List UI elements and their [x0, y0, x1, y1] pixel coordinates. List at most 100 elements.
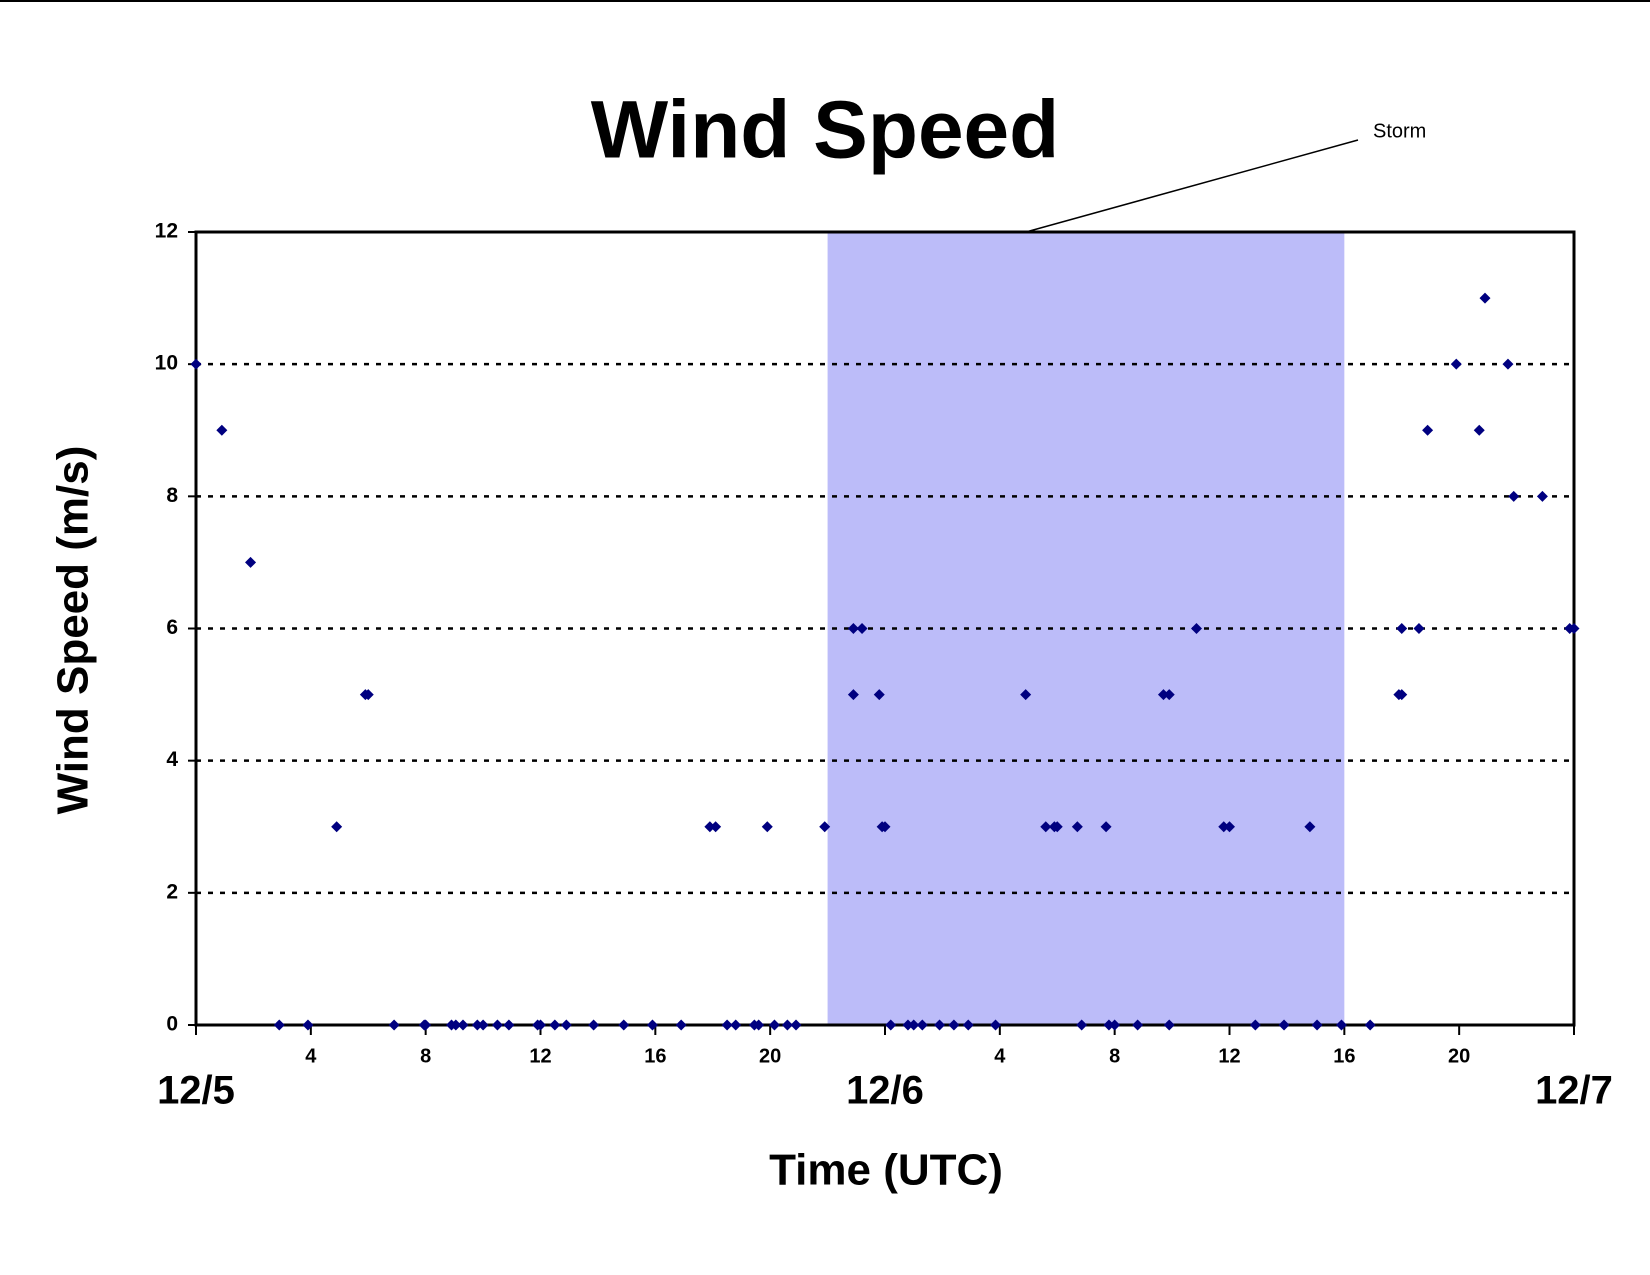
data-point	[990, 1019, 1002, 1031]
data-point	[618, 1019, 630, 1031]
data-point	[704, 821, 716, 833]
data-point	[588, 1019, 600, 1031]
data-point	[721, 1019, 733, 1031]
data-point	[962, 1019, 974, 1031]
data-point	[216, 424, 228, 436]
data-point	[1020, 689, 1032, 701]
data-point	[1157, 689, 1169, 701]
data-point	[1190, 623, 1202, 634]
data-point	[1396, 623, 1408, 634]
x-tick-label: 8	[1109, 1045, 1120, 1067]
data-point	[646, 1019, 658, 1031]
data-point	[503, 1019, 515, 1031]
x-tick-label: 20	[1448, 1045, 1470, 1067]
data-point	[1396, 689, 1408, 701]
data-point	[885, 1019, 897, 1031]
data-point	[1304, 821, 1316, 833]
data-point	[471, 1019, 483, 1031]
data-point	[1508, 490, 1520, 502]
y-tick-label: 2	[166, 880, 178, 903]
data-point	[302, 1019, 314, 1031]
data-point	[1249, 1019, 1261, 1031]
data-point	[1450, 358, 1462, 370]
data-point	[245, 556, 257, 568]
x-tick-label: 4	[305, 1045, 317, 1067]
data-point	[420, 1019, 432, 1031]
data-point	[847, 623, 859, 634]
y-tick-label: 6	[166, 616, 178, 639]
x-tick-label: 20	[759, 1045, 781, 1067]
data-point	[388, 1019, 400, 1031]
y-axis-title: Wind Speed (m/s)	[49, 446, 98, 815]
data-point	[847, 689, 859, 701]
data-point	[753, 1019, 765, 1031]
data-point	[273, 1019, 285, 1031]
x-tick-label: 12	[529, 1045, 551, 1067]
data-point	[549, 1019, 561, 1031]
data-point	[1163, 689, 1175, 701]
data-point	[1311, 1019, 1323, 1031]
x-axis-title: Time (UTC)	[769, 1146, 1003, 1195]
data-point	[1536, 490, 1548, 502]
data-point	[768, 1019, 780, 1031]
x-tick-label: 16	[644, 1045, 666, 1067]
annotation-leader	[1025, 139, 1359, 233]
data-point	[761, 821, 773, 833]
data-point	[1103, 1019, 1115, 1031]
y-tick-label: 10	[155, 352, 178, 375]
x-tick-label: 8	[420, 1045, 431, 1067]
data-point	[1100, 821, 1112, 833]
data-point	[1040, 821, 1052, 833]
data-point	[331, 821, 343, 833]
data-point	[790, 1019, 802, 1031]
data-point	[934, 1019, 946, 1031]
data-point	[730, 1019, 742, 1031]
data-point	[1473, 424, 1485, 436]
data-point	[710, 821, 722, 833]
data-point	[1218, 821, 1230, 833]
data-point	[916, 1019, 928, 1031]
data-point	[856, 623, 868, 634]
data-point	[819, 821, 831, 833]
data-point	[1364, 1019, 1376, 1031]
annotation: Storm	[1373, 120, 1426, 142]
data-point	[902, 1019, 914, 1031]
data-point	[450, 1019, 462, 1031]
x-tick-label: 4	[994, 1045, 1006, 1067]
data-point	[491, 1019, 503, 1031]
x-tick-label: 12	[1218, 1045, 1240, 1067]
data-point	[1071, 821, 1083, 833]
chart-title: Wind Speed	[591, 85, 1060, 176]
x-tick-label: 16	[1333, 1045, 1355, 1067]
data-point	[781, 1019, 793, 1031]
data-point	[457, 1019, 469, 1031]
data-point	[1224, 821, 1235, 833]
data-point	[1568, 623, 1580, 634]
data-point	[1076, 1019, 1088, 1031]
data-point	[1132, 1019, 1144, 1031]
data-point	[1502, 358, 1514, 370]
data-point	[1051, 821, 1063, 833]
date-label: 12/5	[157, 1069, 235, 1113]
data-point	[362, 689, 374, 701]
data-point	[1479, 292, 1491, 304]
data-point	[675, 1019, 687, 1031]
data-point	[948, 1019, 960, 1031]
data-point	[190, 358, 202, 370]
data-point	[873, 689, 885, 701]
data-point	[908, 1019, 920, 1031]
data-point	[1109, 1019, 1121, 1031]
data-point	[879, 821, 891, 833]
data-point	[560, 1019, 572, 1031]
data-point	[535, 1019, 546, 1031]
date-label: 12/7	[1535, 1069, 1613, 1113]
data-point	[1413, 623, 1425, 634]
data-point	[1278, 1019, 1290, 1031]
date-label: 12/6	[846, 1069, 924, 1113]
data-point	[1335, 1019, 1347, 1031]
data-point	[1422, 424, 1434, 436]
y-tick-label: 4	[166, 748, 178, 771]
y-tick-label: 0	[166, 1013, 178, 1036]
y-tick-label: 8	[166, 484, 178, 507]
